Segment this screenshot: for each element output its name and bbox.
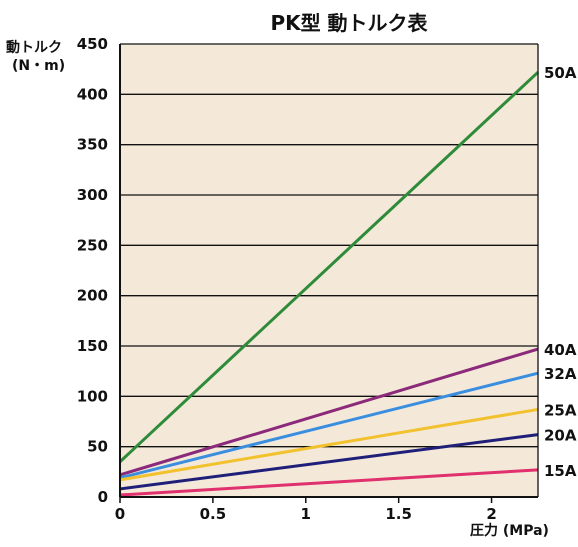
- y-tick-label-1: 50: [87, 438, 108, 456]
- y-tick-label-7: 350: [77, 136, 108, 154]
- series-line-15A: [119, 468, 539, 497]
- series-label-15A: 15A: [544, 462, 577, 480]
- series-line-40A: [119, 347, 539, 477]
- series-label-40A: 40A: [544, 341, 577, 359]
- series-label-50A: 50A: [544, 64, 577, 82]
- y-tick-label-2: 100: [77, 387, 108, 405]
- series-label-20A: 20A: [544, 427, 577, 445]
- y-tick-label-5: 250: [77, 236, 108, 254]
- y-tick-label-0: 0: [98, 488, 108, 506]
- series-label-25A: 25A: [544, 401, 577, 419]
- x-tick-label-1: 0.5: [200, 505, 227, 523]
- x-tick-label-3: 1.5: [385, 505, 412, 523]
- y-tick-label-6: 300: [77, 186, 108, 204]
- series-line-32A: [119, 371, 539, 480]
- y-axis-label-line2: (N・m): [12, 58, 65, 74]
- plot-background: [120, 44, 538, 497]
- x-tick-label-4: 2: [486, 505, 496, 523]
- x-tick-label-0: 0: [115, 505, 125, 523]
- y-tick-label-8: 400: [77, 85, 108, 103]
- series-line-20A: [119, 433, 539, 491]
- series-line-25A: [119, 407, 539, 482]
- y-tick-label-4: 200: [77, 287, 108, 305]
- chart-title: PK型 動トルク表: [270, 11, 428, 35]
- y-axis-label-line1: 動トルク: [6, 39, 62, 56]
- series-label-32A: 32A: [544, 365, 577, 383]
- x-tick-label-2: 1: [301, 505, 311, 523]
- plot-area: 0 50 100 150 200 250 300 350 400 450 0 0.5 1 1.5 2 50A 4…: [77, 35, 577, 523]
- y-tick-label-3: 150: [77, 337, 108, 355]
- x-axis-label: 圧力 (MPa): [470, 522, 549, 539]
- series-line-50A: [118, 71, 540, 463]
- y-tick-label-9: 450: [77, 35, 108, 53]
